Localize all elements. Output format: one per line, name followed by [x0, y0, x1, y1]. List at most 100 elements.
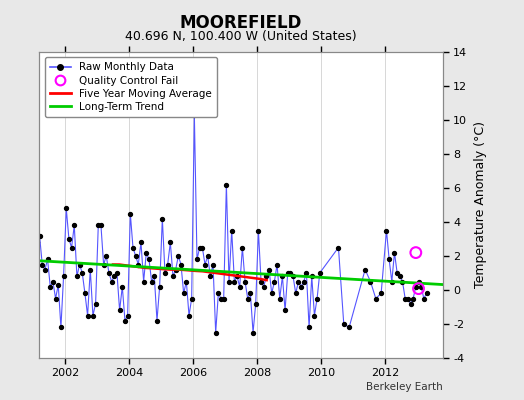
Point — [401, 295, 409, 302]
Point — [190, 112, 199, 118]
Point — [313, 295, 321, 302]
Point — [422, 290, 431, 297]
Point — [246, 290, 255, 297]
Point — [257, 278, 265, 285]
Point — [345, 324, 353, 330]
Point — [163, 261, 172, 268]
Point — [281, 307, 289, 314]
Point — [62, 205, 70, 212]
Point — [193, 256, 201, 263]
Point — [334, 244, 343, 251]
Point — [51, 295, 60, 302]
Point — [294, 278, 303, 285]
Point — [276, 295, 284, 302]
Point — [283, 270, 292, 276]
Point — [121, 318, 129, 324]
Point — [212, 329, 220, 336]
Point — [315, 270, 324, 276]
Point — [310, 312, 319, 319]
Point — [65, 236, 73, 242]
Point — [289, 273, 297, 280]
Point — [302, 270, 311, 276]
Point — [153, 318, 161, 324]
Point — [32, 239, 41, 246]
Point — [89, 312, 97, 319]
Point — [383, 227, 391, 234]
Point — [179, 290, 188, 297]
Point — [420, 295, 428, 302]
Point — [188, 295, 196, 302]
Point — [105, 270, 113, 276]
Point — [385, 256, 394, 263]
Point — [113, 270, 121, 276]
Point — [158, 215, 167, 222]
Point — [249, 329, 257, 336]
Point — [393, 270, 401, 276]
Point — [409, 295, 417, 302]
Point — [139, 278, 148, 285]
Point — [396, 273, 404, 280]
Point — [278, 273, 287, 280]
Point — [259, 283, 268, 290]
Point — [412, 283, 420, 290]
Point — [107, 278, 116, 285]
Point — [297, 283, 305, 290]
Point — [83, 312, 92, 319]
Point — [230, 278, 238, 285]
Point — [129, 244, 137, 251]
Point — [252, 300, 260, 307]
Point — [227, 227, 236, 234]
Point — [222, 182, 231, 188]
Point — [35, 232, 43, 239]
Point — [54, 282, 62, 288]
Point — [174, 253, 182, 259]
Point — [417, 283, 425, 290]
Point — [169, 273, 177, 280]
Point — [291, 290, 300, 297]
Point — [46, 283, 54, 290]
Point — [91, 300, 100, 307]
Point — [182, 278, 191, 285]
Point — [30, 278, 38, 285]
Point — [126, 210, 135, 217]
Point — [49, 278, 57, 285]
Point — [41, 266, 49, 273]
Point — [372, 295, 380, 302]
Point — [57, 324, 65, 330]
Text: 40.696 N, 100.400 W (United States): 40.696 N, 100.400 W (United States) — [125, 30, 357, 43]
Point — [268, 290, 276, 297]
Point — [142, 250, 150, 256]
Point — [220, 295, 228, 302]
Y-axis label: Temperature Anomaly (°C): Temperature Anomaly (°C) — [474, 122, 487, 288]
Point — [110, 273, 118, 280]
Point — [38, 261, 47, 268]
Point — [102, 253, 111, 259]
Point — [132, 253, 140, 259]
Point — [254, 227, 263, 234]
Point — [177, 261, 185, 268]
Point — [241, 278, 249, 285]
Point — [81, 290, 89, 297]
Point — [361, 266, 369, 273]
Point — [145, 256, 153, 263]
Point — [273, 261, 281, 268]
Point — [75, 261, 84, 268]
Point — [235, 283, 244, 290]
Point — [171, 266, 180, 273]
Point — [86, 266, 94, 273]
Point — [214, 290, 223, 297]
Point — [233, 273, 241, 280]
Point — [137, 239, 145, 246]
Point — [43, 256, 52, 263]
Point — [206, 273, 214, 280]
Point — [209, 261, 217, 268]
Legend: Raw Monthly Data, Quality Control Fail, Five Year Moving Average, Long-Term Tren: Raw Monthly Data, Quality Control Fail, … — [45, 57, 217, 117]
Point — [217, 295, 225, 302]
Text: Berkeley Earth: Berkeley Earth — [366, 382, 443, 392]
Point — [244, 295, 252, 302]
Point — [195, 244, 204, 251]
Point — [59, 273, 68, 280]
Point — [403, 295, 412, 302]
Point — [198, 244, 206, 251]
Point — [118, 283, 126, 290]
